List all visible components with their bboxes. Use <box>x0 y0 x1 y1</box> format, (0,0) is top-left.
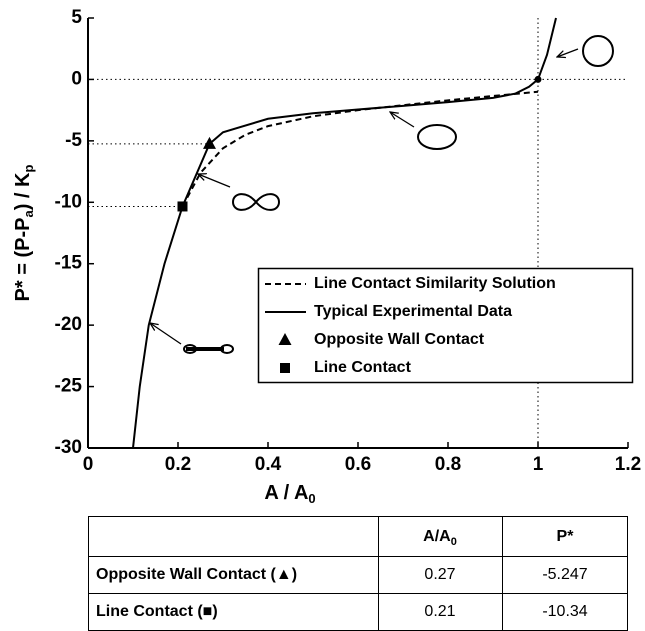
y-tick-label: -10 <box>55 191 82 212</box>
legend-label: Line Contact <box>314 359 412 376</box>
y-label-text: P* = (P-P <box>12 218 34 302</box>
square-marker <box>177 201 188 212</box>
x-tick-label: 0.4 <box>255 454 282 475</box>
table-cell: -5.247 <box>542 566 587 583</box>
arrow <box>198 174 231 188</box>
y-tick-label: 0 <box>71 68 82 89</box>
table-cell: 0.21 <box>424 603 455 620</box>
y-tick-label: -15 <box>55 253 83 274</box>
legend-box <box>257 267 634 384</box>
square-marker <box>280 363 290 373</box>
ellipse-icon <box>417 124 457 150</box>
table-cell: Opposite Wall Contact (▲) <box>96 566 297 583</box>
legend-label: Line Contact Similarity Solution <box>314 275 556 292</box>
x-tick-label: 0 <box>83 454 94 475</box>
data-line <box>181 90 539 207</box>
y-tick-label: -5 <box>65 130 82 151</box>
x-tick-label: 1 <box>533 454 544 475</box>
annotations <box>150 35 614 354</box>
y-tick-label: 5 <box>71 7 82 28</box>
arrow <box>390 112 415 128</box>
x-tick-label: 0.6 <box>345 454 371 475</box>
table-cell: Line Contact (■) <box>96 603 218 620</box>
y-label-text: ) / K <box>12 172 34 210</box>
legend-label: Opposite Wall Contact <box>314 331 485 348</box>
x-tick-label: 0.2 <box>165 454 191 475</box>
dumbbell-icon <box>183 344 197 354</box>
arrow <box>150 323 182 345</box>
x-tick-label: 0.8 <box>435 454 461 475</box>
header-sub: 0 <box>451 536 457 548</box>
header-text: A/A <box>423 528 451 545</box>
y-tick-label: -25 <box>55 376 83 397</box>
infinity-icon <box>231 193 281 211</box>
data-line <box>132 17 557 449</box>
x-label-text: A / A <box>264 482 308 504</box>
legend-label: Typical Experimental Data <box>314 303 512 320</box>
table-cell: 0.27 <box>424 566 455 583</box>
plot: 50-5-10-15-20-25-300 0.2 0.4 0.6 0.8 1 1.2Line… <box>55 7 642 475</box>
arrow <box>557 48 579 57</box>
y-tick-label: -20 <box>55 314 82 335</box>
y-label-sub: p <box>21 165 36 173</box>
y-axis-label: P* = (P-Pa) / Kp <box>12 165 36 302</box>
reference-point <box>534 75 542 83</box>
triangle-marker <box>278 333 292 345</box>
triangle-marker <box>203 136 216 149</box>
table-cell: -10.34 <box>542 603 587 620</box>
table-header: P* <box>557 528 575 545</box>
circle-icon <box>582 35 614 67</box>
x-label-sub: 0 <box>308 491 315 506</box>
x-axis-label: A / A0 <box>264 482 315 506</box>
x-tick-label: 1.2 <box>615 454 641 475</box>
y-tick-label: -30 <box>55 437 82 458</box>
y-label-sub: a <box>21 210 36 218</box>
table-header: A/A0 <box>423 528 457 548</box>
dumbbell-icon <box>220 344 234 354</box>
legend: Line Contact Similarity Solution Typical … <box>257 267 634 384</box>
